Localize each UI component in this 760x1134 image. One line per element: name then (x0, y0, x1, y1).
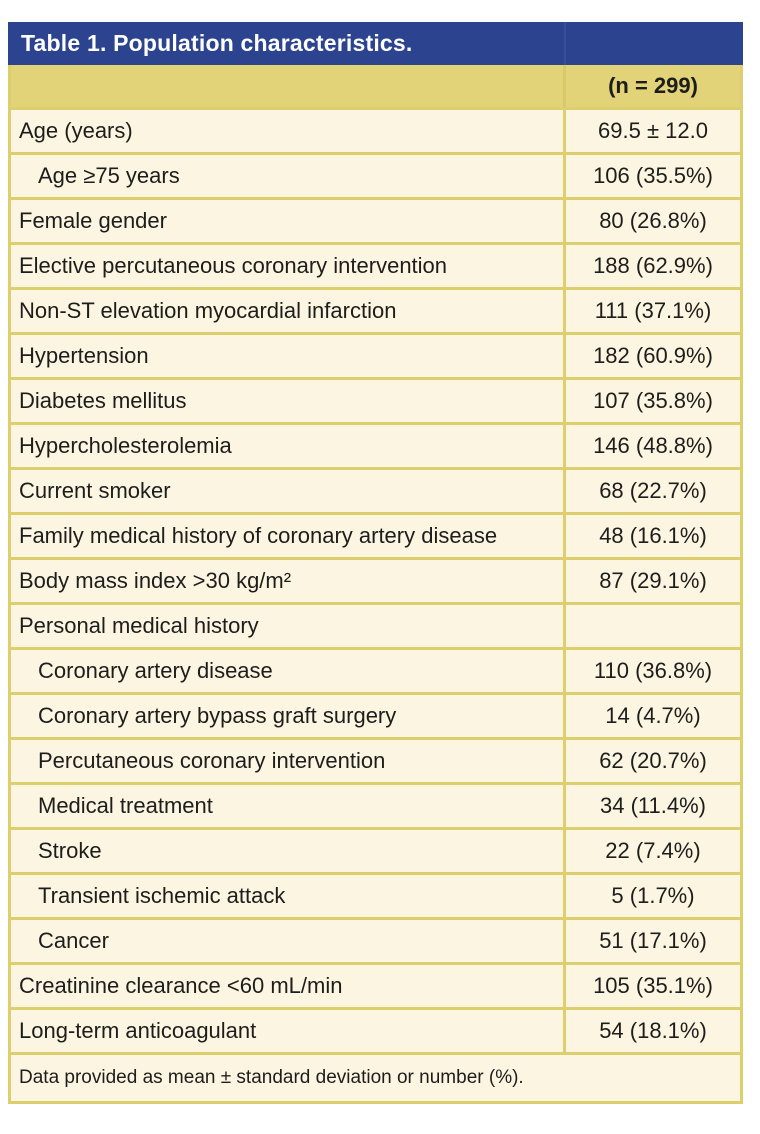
table-row: Female gender 80 (26.8%) (11, 197, 740, 242)
table-row: Age (years) 69.5 ± 12.0 (11, 107, 740, 152)
table-row: Personal medical history (11, 602, 740, 647)
table-row: Hypercholesterolemia 146 (48.8%) (11, 422, 740, 467)
row-label: Family medical history of coronary arter… (19, 523, 498, 548)
row-label: Hypertension (19, 343, 149, 368)
row-value: 54 (18.1%) (563, 1010, 740, 1052)
row-value: 105 (35.1%) (563, 965, 740, 1007)
table-header-row: (n = 299) (11, 65, 740, 107)
row-label: Medical treatment (38, 793, 213, 818)
row-label: Percutaneous coronary intervention (38, 748, 386, 773)
row-value: 182 (60.9%) (563, 335, 740, 377)
row-label: Personal medical history (19, 613, 259, 638)
column-header-n: (n = 299) (563, 65, 740, 107)
table-row: Elective percutaneous coronary intervent… (11, 242, 740, 287)
row-label: Transient ischemic attack (38, 883, 286, 908)
row-label: Body mass index >30 kg/m² (19, 568, 292, 593)
table-row: Coronary artery bypass graft surgery 14 … (11, 692, 740, 737)
row-label: Creatinine clearance <60 mL/min (19, 973, 343, 998)
row-value: 14 (4.7%) (563, 695, 740, 737)
row-label: Hypercholesterolemia (19, 433, 232, 458)
row-value: 48 (16.1%) (563, 515, 740, 557)
table-row: Long-term anticoagulant 54 (18.1%) (11, 1007, 740, 1052)
table-row: Age ≥75 years 106 (35.5%) (11, 152, 740, 197)
table-row: Creatinine clearance <60 mL/min 105 (35.… (11, 962, 740, 1007)
header-label-spacer (11, 65, 563, 107)
table-row: Current smoker 68 (22.7%) (11, 467, 740, 512)
table-row: Medical treatment 34 (11.4%) (11, 782, 740, 827)
table-body: (n = 299) Age (years) 69.5 ± 12.0 Age ≥7… (8, 65, 743, 1104)
row-value: 69.5 ± 12.0 (563, 110, 740, 152)
row-label: Coronary artery disease (38, 658, 273, 683)
row-label: Female gender (19, 208, 167, 233)
row-value: 111 (37.1%) (563, 290, 740, 332)
table-row: Stroke 22 (7.4%) (11, 827, 740, 872)
row-value: 22 (7.4%) (563, 830, 740, 872)
table-row: Hypertension 182 (60.9%) (11, 332, 740, 377)
row-label: Diabetes mellitus (19, 388, 187, 413)
table-row: Coronary artery disease 110 (36.8%) (11, 647, 740, 692)
row-label: Elective percutaneous coronary intervent… (19, 253, 448, 278)
row-label: Stroke (38, 838, 102, 863)
row-value: 107 (35.8%) (563, 380, 740, 422)
row-value: 68 (22.7%) (563, 470, 740, 512)
row-value: 34 (11.4%) (563, 785, 740, 827)
row-label: Long-term anticoagulant (19, 1018, 257, 1043)
row-value: 146 (48.8%) (563, 425, 740, 467)
row-value: 110 (36.8%) (563, 650, 740, 692)
row-label: Cancer (38, 928, 109, 953)
table-title: Table 1. Population characteristics. (21, 30, 413, 56)
row-label: Age ≥75 years (38, 163, 180, 188)
row-value: 106 (35.5%) (563, 155, 740, 197)
row-label: Age (years) (19, 118, 133, 143)
table-row: Percutaneous coronary intervention 62 (2… (11, 737, 740, 782)
table-row: Non-ST elevation myocardial infarction 1… (11, 287, 740, 332)
row-value: 51 (17.1%) (563, 920, 740, 962)
table-row: Family medical history of coronary arter… (11, 512, 740, 557)
table-footnote: Data provided as mean ± standard deviati… (11, 1052, 740, 1101)
row-value (563, 605, 740, 647)
row-value: 62 (20.7%) (563, 740, 740, 782)
row-label: Current smoker (19, 478, 171, 503)
row-value: 5 (1.7%) (563, 875, 740, 917)
row-label: Non-ST elevation myocardial infarction (19, 298, 397, 323)
table-row: Diabetes mellitus 107 (35.8%) (11, 377, 740, 422)
table-row: Body mass index >30 kg/m² 87 (29.1%) (11, 557, 740, 602)
row-value: 188 (62.9%) (563, 245, 740, 287)
table-title-bar: Table 1. Population characteristics. (8, 22, 743, 65)
population-characteristics-table: Table 1. Population characteristics. (n … (8, 22, 743, 1104)
row-label: Coronary artery bypass graft surgery (38, 703, 397, 728)
table-row: Cancer 51 (17.1%) (11, 917, 740, 962)
row-value: 80 (26.8%) (563, 200, 740, 242)
row-value: 87 (29.1%) (563, 560, 740, 602)
title-bar-column-divider (564, 22, 566, 65)
table-row: Transient ischemic attack 5 (1.7%) (11, 872, 740, 917)
